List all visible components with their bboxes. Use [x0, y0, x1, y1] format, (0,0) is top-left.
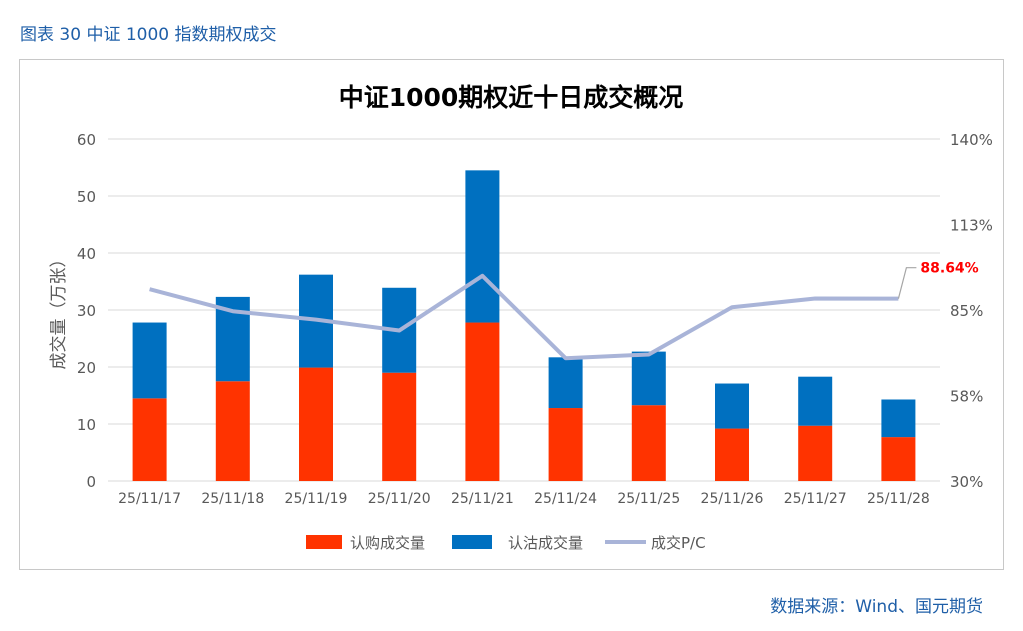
y-right-tick-label: 58%: [950, 388, 983, 406]
y-axis-right: 30% 58% 85% 113% 140%: [950, 131, 993, 491]
bar-call: [881, 437, 916, 481]
bar-put: [465, 170, 500, 323]
chart-svg: 中证1000期权近十日成交概况 0 10 20 30 40 50 60 30% 58% 85% 1…: [49, 83, 993, 552]
x-tick-label: 25/11/24: [534, 491, 597, 507]
x-tick-label: 25/11/28: [867, 491, 930, 507]
bar-series: [132, 170, 916, 481]
chart-title: 中证1000期权近十日成交概况: [339, 83, 684, 112]
y-right-tick-label: 113%: [950, 217, 993, 235]
y-left-tick-label: 10: [77, 416, 96, 434]
legend-swatch-call: [306, 535, 342, 549]
chart-frame: 中证1000期权近十日成交概况 0 10 20 30 40 50 60 30% 58% 85% 1…: [19, 59, 1004, 570]
x-axis-ticks: 25/11/17 25/11/18 25/11/19 25/11/20 25/11/21…: [118, 491, 930, 507]
legend: 认购成交量 认沽成交量 成交P/C: [306, 534, 706, 552]
y-right-tick-label: 85%: [950, 302, 983, 320]
bar-call: [548, 408, 583, 481]
x-tick-label: 25/11/21: [451, 491, 514, 507]
legend-swatch-put: [452, 535, 492, 549]
y-axis-left: 0 10 20 30 40 50 60: [77, 131, 96, 491]
y-left-tick-label: 20: [77, 359, 96, 377]
bar-call: [715, 428, 749, 481]
y-left-tick-label: 50: [77, 188, 96, 206]
bar-call: [215, 381, 250, 481]
annotation-label: 88.64%: [920, 261, 978, 277]
y-left-tick-label: 40: [77, 245, 96, 263]
bar-put: [715, 383, 749, 429]
y-axis-label: 成交量（万张）: [49, 251, 69, 370]
bar-call: [299, 367, 333, 481]
pc-line-series: [149, 273, 899, 361]
bar-call: [798, 425, 833, 481]
x-tick-label: 25/11/18: [201, 491, 264, 507]
x-tick-label: 25/11/17: [118, 491, 181, 507]
bar-call: [382, 372, 417, 481]
bar-call: [132, 398, 167, 481]
bar-put: [631, 351, 666, 406]
y-left-tick-label: 60: [77, 131, 96, 149]
legend-label-pc: 成交P/C: [651, 534, 706, 552]
legend-label-call: 认购成交量: [350, 534, 425, 552]
x-tick-label: 25/11/19: [285, 491, 348, 507]
bar-put: [881, 399, 916, 438]
pc-annotation: 88.64%: [897, 261, 979, 299]
bar-call: [631, 405, 666, 481]
x-tick-label: 25/11/26: [701, 491, 764, 507]
y-right-tick-label: 140%: [950, 131, 993, 149]
source-note: 数据来源：Wind、国元期货: [770, 597, 983, 617]
annotation-leader: [897, 267, 917, 299]
y-left-tick-label: 0: [86, 473, 96, 491]
x-tick-label: 25/11/25: [617, 491, 680, 507]
figure-caption: 图表 30 中证 1000 指数期权成交: [20, 25, 277, 45]
bar-put: [132, 322, 167, 399]
bar-put: [548, 357, 583, 409]
pc-line: [149, 273, 899, 361]
bar-call: [465, 322, 500, 481]
y-right-tick-label: 30%: [950, 473, 983, 491]
x-tick-label: 25/11/27: [784, 491, 847, 507]
x-tick-label: 25/11/20: [368, 491, 431, 507]
legend-label-put: 认沽成交量: [508, 534, 583, 552]
bar-put: [798, 376, 833, 426]
y-left-tick-label: 30: [77, 302, 96, 320]
